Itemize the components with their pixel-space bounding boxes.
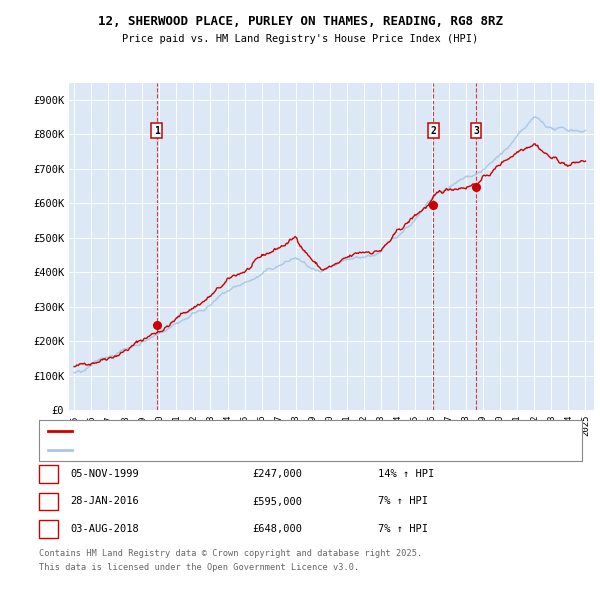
Text: 2: 2 [430,126,436,136]
Text: £595,000: £595,000 [252,497,302,506]
Text: HPI: Average price, detached house, West Berkshire: HPI: Average price, detached house, West… [78,445,365,455]
Text: £247,000: £247,000 [252,469,302,478]
Text: 7% ↑ HPI: 7% ↑ HPI [378,525,428,534]
Text: 3: 3 [46,525,52,534]
Text: 03-AUG-2018: 03-AUG-2018 [70,525,139,534]
Text: This data is licensed under the Open Government Licence v3.0.: This data is licensed under the Open Gov… [39,563,359,572]
Text: 2: 2 [46,497,52,506]
Text: 12, SHERWOOD PLACE, PURLEY ON THAMES, READING, RG8 8RZ: 12, SHERWOOD PLACE, PURLEY ON THAMES, RE… [97,15,503,28]
Text: 1: 1 [46,469,52,478]
Text: 05-NOV-1999: 05-NOV-1999 [70,469,139,478]
Text: 14% ↑ HPI: 14% ↑ HPI [378,469,434,478]
Text: 3: 3 [473,126,479,136]
Text: 7% ↑ HPI: 7% ↑ HPI [378,497,428,506]
Text: Price paid vs. HM Land Registry's House Price Index (HPI): Price paid vs. HM Land Registry's House … [122,34,478,44]
Text: 28-JAN-2016: 28-JAN-2016 [70,497,139,506]
Text: 1: 1 [154,126,160,136]
Text: Contains HM Land Registry data © Crown copyright and database right 2025.: Contains HM Land Registry data © Crown c… [39,549,422,558]
Text: £648,000: £648,000 [252,525,302,534]
Text: 12, SHERWOOD PLACE, PURLEY ON THAMES, READING, RG8 8RZ (detached house): 12, SHERWOOD PLACE, PURLEY ON THAMES, RE… [78,427,486,436]
